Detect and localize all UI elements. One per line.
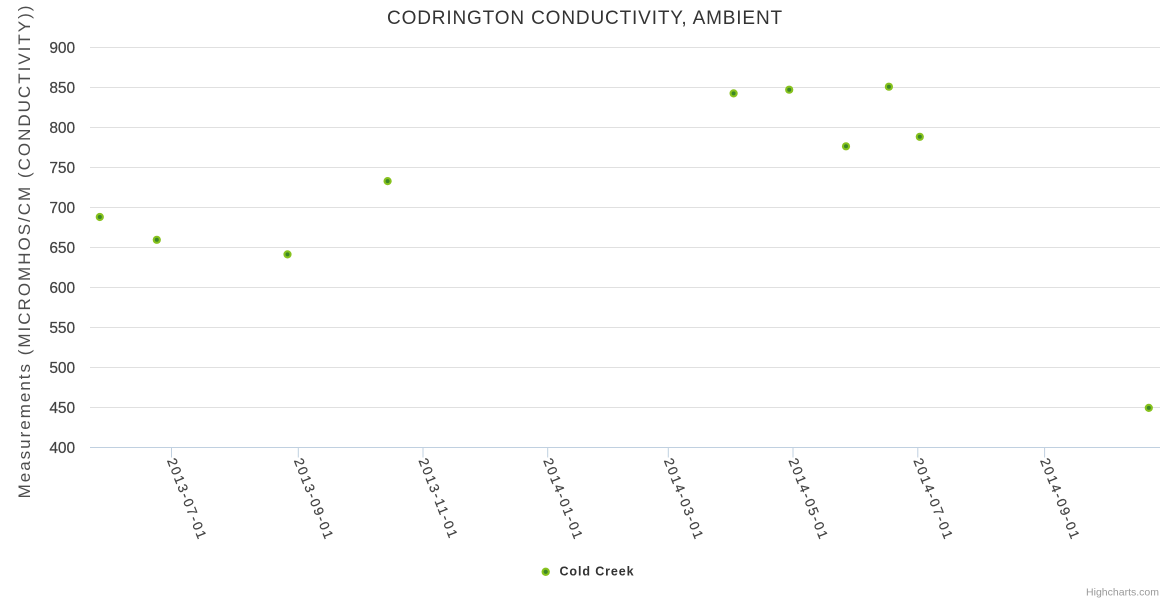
svg-text:Cold Creek: Cold Creek	[560, 565, 635, 579]
svg-text:700: 700	[49, 200, 75, 217]
svg-text:650: 650	[49, 240, 75, 257]
svg-text:750: 750	[49, 160, 75, 177]
svg-text:Measurements (MICROMHOS/CM (CO: Measurements (MICROMHOS/CM (CONDUCTIVITY…	[15, 4, 34, 499]
svg-text:500: 500	[49, 360, 75, 377]
svg-text:600: 600	[49, 280, 75, 297]
svg-text:400: 400	[49, 440, 75, 457]
svg-text:CODRINGTON CONDUCTIVITY, AMBIE: CODRINGTON CONDUCTIVITY, AMBIENT	[387, 8, 783, 29]
svg-text:800: 800	[49, 120, 75, 137]
svg-text:900: 900	[49, 40, 75, 57]
svg-text:550: 550	[49, 320, 75, 337]
svg-text:850: 850	[49, 80, 75, 97]
svg-text:Highcharts.com: Highcharts.com	[1086, 587, 1159, 599]
svg-text:450: 450	[49, 400, 75, 417]
